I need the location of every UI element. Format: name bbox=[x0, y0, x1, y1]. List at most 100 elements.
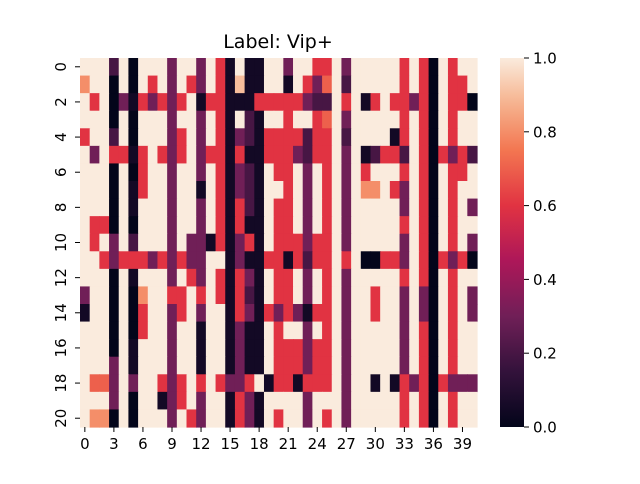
heatmap-cell bbox=[176, 251, 188, 270]
heatmap-cell bbox=[273, 339, 284, 358]
heatmap-cell bbox=[399, 251, 410, 270]
heatmap-cell bbox=[254, 128, 265, 147]
heatmap-cell bbox=[457, 128, 468, 147]
heatmap-cell bbox=[99, 233, 110, 252]
heatmap-cell bbox=[186, 286, 197, 305]
heatmap-cell bbox=[157, 391, 168, 411]
heatmap-cell bbox=[351, 356, 362, 375]
heatmap-cell bbox=[89, 216, 100, 235]
heatmap-cell bbox=[302, 128, 313, 147]
heatmap-cell bbox=[273, 163, 284, 182]
heatmap-cell bbox=[176, 128, 188, 147]
heatmap-cell bbox=[196, 93, 207, 112]
y-tick-label: 16 bbox=[52, 338, 70, 357]
heatmap-cell bbox=[109, 356, 120, 375]
heatmap-cell bbox=[428, 75, 439, 94]
y-tick-label: 4 bbox=[52, 132, 70, 142]
heatmap-cell bbox=[302, 181, 313, 200]
heatmap-cell bbox=[99, 216, 110, 235]
heatmap-cell bbox=[89, 356, 100, 375]
heatmap-cell bbox=[254, 198, 265, 217]
heatmap-cells bbox=[80, 58, 478, 428]
heatmap-cell bbox=[176, 374, 188, 393]
heatmap-cell bbox=[80, 286, 91, 305]
heatmap-cell bbox=[302, 110, 313, 129]
heatmap-cell bbox=[428, 321, 439, 340]
heatmap-cell bbox=[273, 216, 284, 235]
heatmap-cell bbox=[205, 339, 217, 358]
colorbar-tick-label: 0.6 bbox=[533, 197, 557, 215]
heatmap-cell bbox=[80, 58, 91, 77]
heatmap-cell bbox=[370, 58, 381, 77]
heatmap-cell bbox=[196, 391, 207, 411]
heatmap-cell bbox=[157, 321, 168, 340]
heatmap-cell bbox=[409, 374, 420, 393]
x-tick-label: 24 bbox=[308, 435, 327, 453]
heatmap-cell bbox=[254, 181, 265, 200]
heatmap-cell bbox=[109, 128, 120, 147]
heatmap-cell bbox=[138, 304, 149, 323]
heatmap-cell bbox=[80, 181, 91, 200]
heatmap-cell bbox=[167, 304, 178, 323]
heatmap-cell bbox=[138, 233, 149, 252]
heatmap-cell bbox=[167, 198, 178, 217]
heatmap-cell bbox=[341, 268, 352, 288]
heatmap-cell bbox=[341, 356, 352, 375]
heatmap-cell bbox=[399, 304, 410, 323]
heatmap-cell bbox=[263, 304, 275, 323]
heatmap-cell bbox=[399, 321, 410, 340]
heatmap-cell bbox=[293, 216, 304, 235]
heatmap-cell bbox=[176, 321, 188, 340]
heatmap-cell bbox=[234, 93, 246, 112]
heatmap-cell bbox=[89, 198, 100, 217]
heatmap-cell bbox=[109, 339, 120, 358]
heatmap-cell bbox=[370, 163, 381, 182]
heatmap-cell bbox=[447, 93, 459, 112]
heatmap-cell bbox=[409, 128, 420, 147]
heatmap-cell bbox=[138, 110, 149, 129]
heatmap-cell bbox=[467, 251, 478, 270]
heatmap-cell bbox=[186, 391, 197, 411]
heatmap-cell bbox=[273, 233, 284, 252]
heatmap-cell bbox=[351, 251, 362, 270]
heatmap-cell bbox=[360, 409, 372, 428]
heatmap-cell bbox=[380, 58, 391, 77]
x-tick-label: 0 bbox=[80, 435, 90, 453]
heatmap-cell bbox=[341, 251, 352, 270]
heatmap-cell bbox=[263, 321, 275, 340]
heatmap-cell bbox=[196, 251, 207, 270]
heatmap-cell bbox=[225, 409, 236, 428]
heatmap-cell bbox=[447, 339, 459, 358]
heatmap-cell bbox=[341, 198, 352, 217]
heatmap-cell bbox=[312, 374, 323, 393]
heatmap-cell bbox=[234, 409, 246, 428]
heatmap-cell bbox=[293, 374, 304, 393]
heatmap-cell bbox=[322, 163, 333, 182]
heatmap-cell bbox=[244, 75, 255, 94]
heatmap-cell bbox=[457, 198, 468, 217]
heatmap-cell bbox=[409, 233, 420, 252]
heatmap-cell bbox=[196, 356, 207, 375]
heatmap-cell bbox=[186, 181, 197, 200]
heatmap-cell bbox=[205, 145, 217, 165]
heatmap-cell bbox=[196, 409, 207, 428]
heatmap-cell bbox=[273, 268, 284, 288]
heatmap-cell bbox=[457, 75, 468, 94]
heatmap-cell bbox=[254, 356, 265, 375]
heatmap-cell bbox=[438, 58, 449, 77]
heatmap-cell bbox=[157, 251, 168, 270]
heatmap-cell bbox=[467, 356, 478, 375]
heatmap-cell bbox=[109, 75, 120, 94]
heatmap-cell bbox=[176, 339, 188, 358]
heatmap-cell bbox=[312, 356, 323, 375]
heatmap-cell bbox=[225, 304, 236, 323]
heatmap-cell bbox=[341, 110, 352, 129]
heatmap-cell bbox=[360, 251, 372, 270]
heatmap-cell bbox=[138, 128, 149, 147]
heatmap-cell bbox=[438, 268, 449, 288]
heatmap-cell bbox=[273, 128, 284, 147]
x-tick-label: 21 bbox=[279, 435, 298, 453]
heatmap-cell bbox=[293, 356, 304, 375]
heatmap-cell bbox=[254, 110, 265, 129]
heatmap-cell bbox=[215, 304, 226, 323]
